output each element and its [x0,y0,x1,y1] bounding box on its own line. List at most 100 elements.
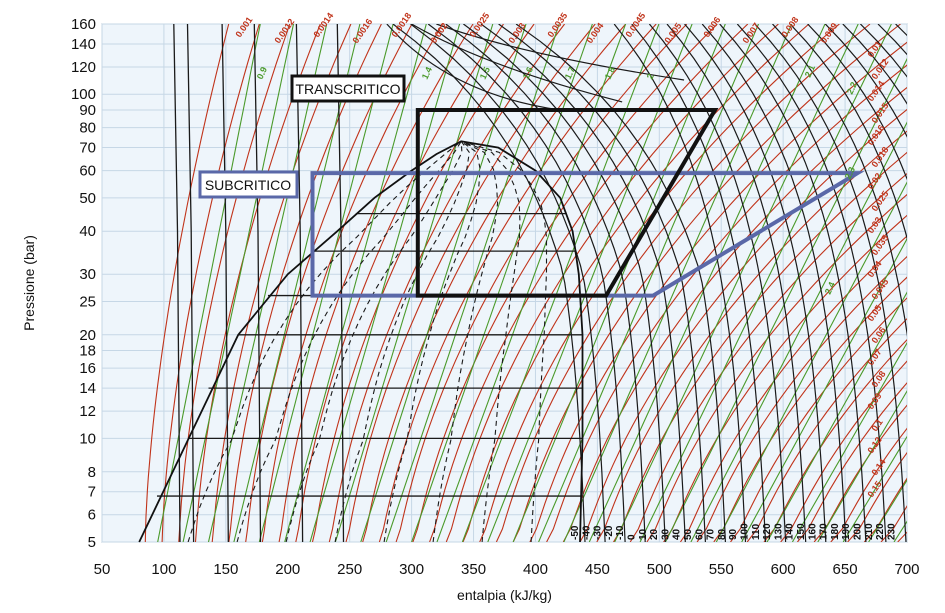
y-tick-label: 16 [79,360,96,377]
y-tick-label: 100 [71,86,96,103]
isochore-line [613,151,907,542]
isentrope-label: 2 [645,72,656,81]
y-tick-label: 25 [79,293,96,310]
isentrope-line [690,121,907,542]
isotherm-label: -40 [581,525,592,540]
x-tick-label: 550 [709,561,734,578]
isotherm-label: -20 [604,525,615,540]
isotherm-label: 110 [751,523,762,540]
transcritico-label-box [290,74,406,103]
isentrope-label: 1.6 [521,65,535,81]
isentrope-line [284,24,427,542]
x-tick-label: 200 [275,561,300,578]
y-tick-label: 60 [79,163,96,180]
isentrope-label: 0.9 [255,65,269,81]
isochore-line [796,382,907,542]
isochore-line [495,24,871,542]
x-tick-label: 600 [771,561,796,578]
isochore-line [245,24,413,542]
isentrope-line [842,435,907,542]
isochore-line [479,24,840,542]
isotherm-vapour-line [666,24,807,542]
isentrope-line [639,24,892,542]
isotherm-label: -50 [570,525,581,540]
y-tick-label: 80 [79,120,96,137]
x-tick-label: 100 [151,561,176,578]
isochore-line [178,24,291,542]
isentrope-line [817,390,907,542]
y-tick-label: 14 [79,380,96,397]
isotherm-label: 140 [785,523,796,540]
y-tick-label: 8 [88,464,96,481]
y-tick-label: 10 [79,430,96,447]
isentrope-line [588,24,826,542]
isotherm-label: 180 [830,523,841,540]
quality-line [236,141,462,542]
transcritico-label: TRANSCRITICO [296,81,401,97]
isotherm-supercritical-line [411,24,623,103]
x-tick-label: 300 [399,561,424,578]
transcritico-region [415,108,719,298]
isentrope-label: 1.4 [420,65,434,81]
isochore-line [512,24,901,542]
isentrope-label: 1.7 [563,65,577,81]
isotherm-label: 70 [706,528,717,540]
isotherm-vapour-line [772,24,907,337]
y-axis-title: Pressione (bar) [21,235,37,331]
y-tick-label: 160 [71,16,96,33]
y-tick-label: 50 [79,190,96,207]
y-tick-label: 20 [79,327,96,344]
isotherm-label: 210 [864,523,875,540]
quality-line [285,141,463,542]
isochore-curves [144,24,907,542]
isentrope-line [665,57,907,542]
isochore-line [646,193,907,542]
isochore-line [746,317,907,542]
isotherm-vapour-line [719,24,867,542]
y-tick-label: 40 [79,223,96,240]
isotherm-vapour-line [701,24,847,542]
isochore-line [144,24,230,542]
quality-line [334,140,470,542]
isotherm-vapour-line [807,24,907,181]
isotherm-supercritical-line [386,24,561,111]
isochore-line [194,24,321,542]
isochore-line [847,451,907,542]
isentrope-line [766,291,907,542]
isotherm-label: 160 [807,523,818,540]
x-tick-label: 250 [337,561,362,578]
y-tick-label: 12 [79,403,96,420]
isochore-line [562,86,907,542]
isochore-line [696,255,907,542]
subcritico-label: SUBCRITICO [205,177,291,193]
isochore-line [629,172,907,542]
y-tick-label: 120 [71,59,96,76]
isotherm-label: -30 [593,525,604,540]
isentrope-line [715,181,907,542]
x-tick-label: 450 [585,561,610,578]
isentrope-line [538,24,760,542]
isotherm-label: 20 [649,528,660,540]
quality-line [187,140,462,542]
isentrope-line [182,24,295,542]
quality-line [383,140,481,542]
plot-background [101,23,908,543]
x-tick-label: 150 [213,561,238,578]
x-tick-label: 500 [647,561,672,578]
isotherm-label: 200 [853,523,864,540]
y-tick-label: 5 [88,534,96,551]
x-tick-label: 400 [523,561,548,578]
isochore-line [579,108,907,542]
isentrope-label: 2.3 [843,165,857,181]
quality-line [432,140,499,542]
isotherm-vapour-line [754,24,907,542]
isotherm-label: 150 [796,523,807,540]
isochore-line [663,214,907,542]
isotherm-label: 190 [841,523,852,540]
isochore-line [830,427,907,542]
isochore-line [780,360,907,542]
isotherm-vapour-line [736,24,887,542]
isotherm-label: 0 [627,534,638,540]
isentrope-line [791,341,907,542]
